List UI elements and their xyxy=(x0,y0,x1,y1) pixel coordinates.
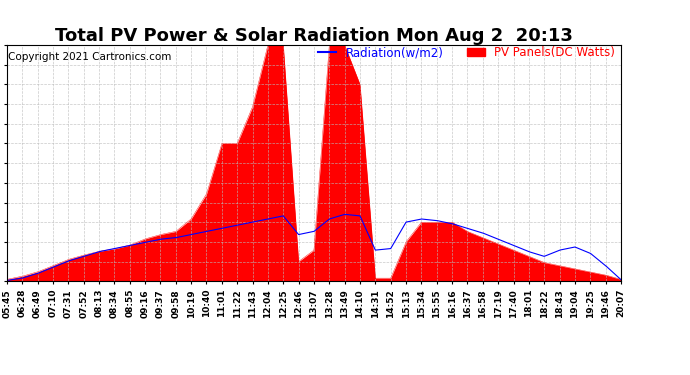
Title: Total PV Power & Solar Radiation Mon Aug 2  20:13: Total PV Power & Solar Radiation Mon Aug… xyxy=(55,27,573,45)
Text: Copyright 2021 Cartronics.com: Copyright 2021 Cartronics.com xyxy=(8,52,171,62)
Legend: Radiation(w/m2), PV Panels(DC Watts): Radiation(w/m2), PV Panels(DC Watts) xyxy=(314,42,620,64)
